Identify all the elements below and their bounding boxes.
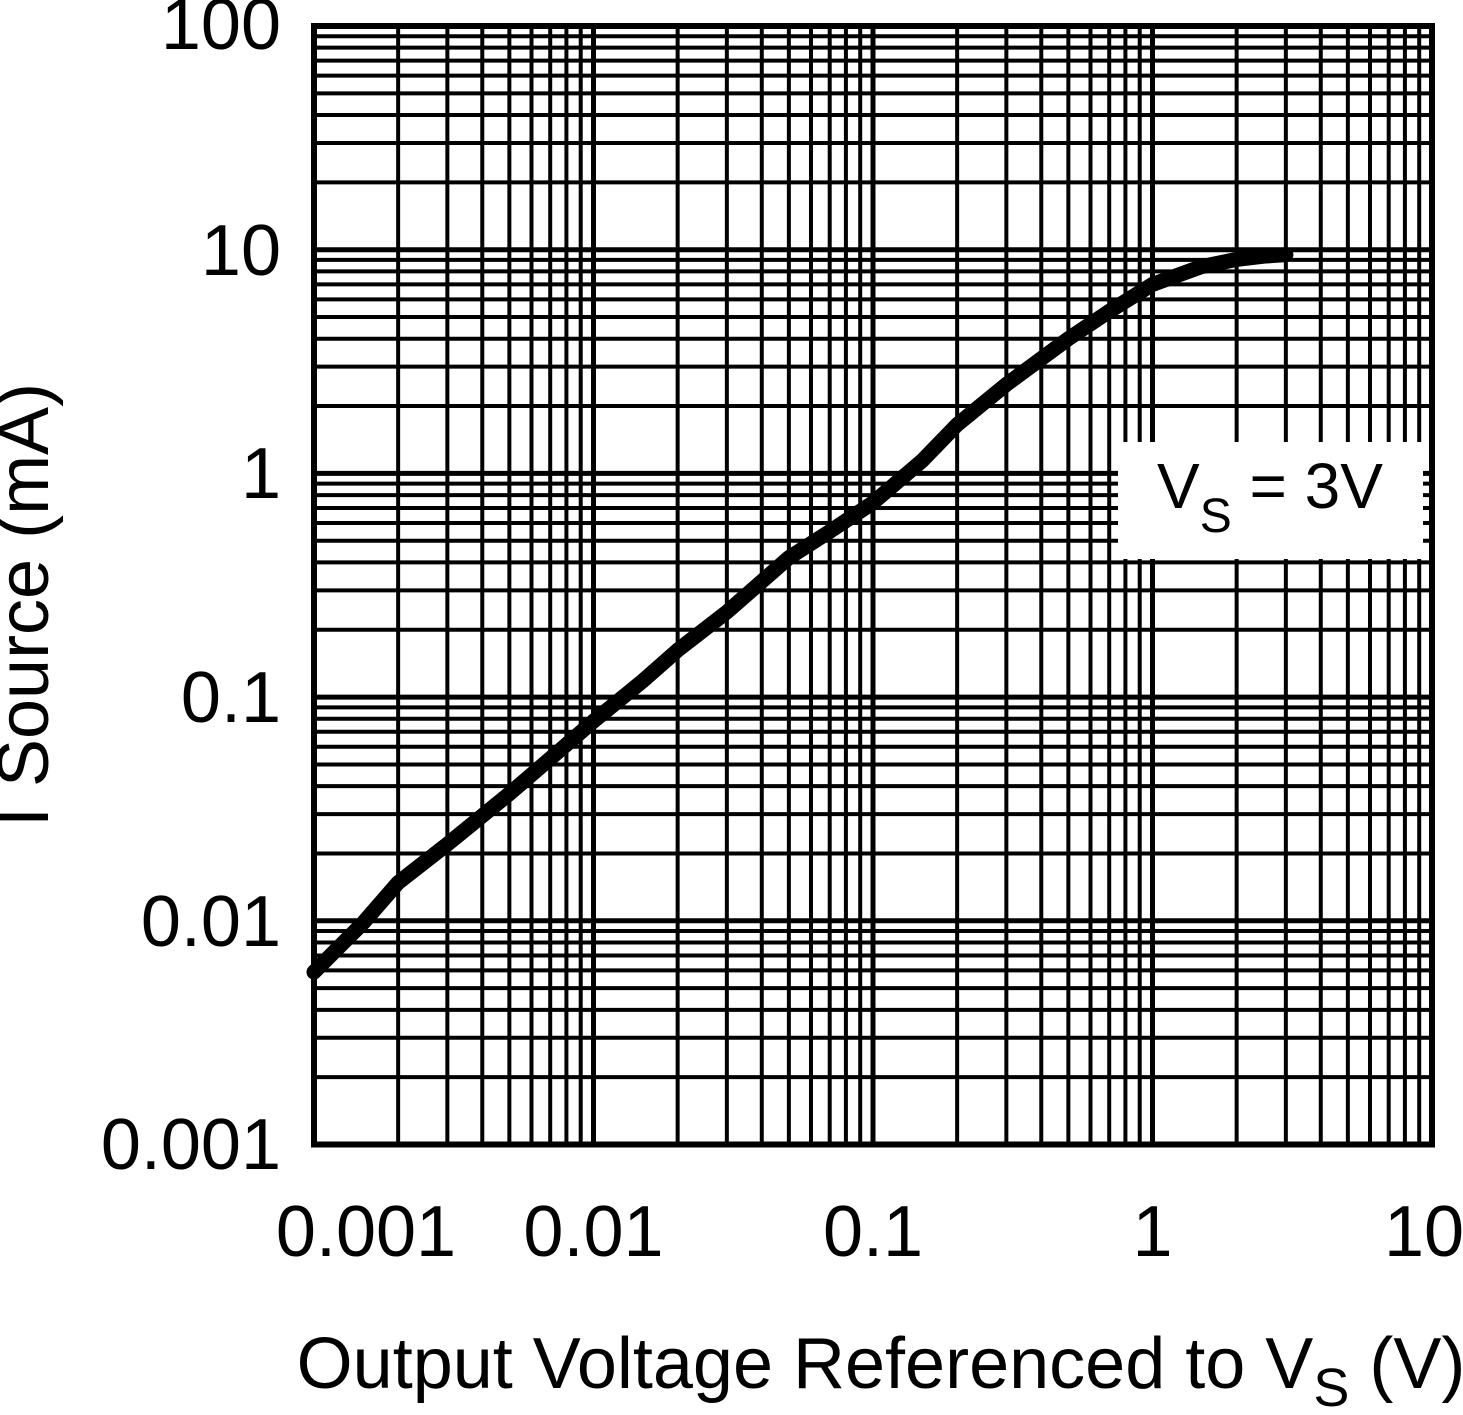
y-tick-label-10: 10	[201, 211, 281, 291]
x-tick-label-0.001: 0.001	[276, 1192, 456, 1272]
plot-frame	[311, 23, 1435, 1148]
annotation-subscript: S	[1200, 490, 1232, 543]
curve-group	[306, 247, 1294, 980]
y-tick-label-0.01: 0.01	[141, 882, 281, 962]
y-tick-label-0.1: 0.1	[181, 658, 281, 738]
x-axis-title-subscript: S	[1313, 1358, 1349, 1415]
y-tick-label-0.001: 0.001	[101, 1105, 281, 1185]
x-tick-label-0.01: 0.01	[523, 1192, 663, 1272]
y-tick-label-100: 100	[161, 0, 281, 65]
curve-isource-vs3v	[306, 247, 1294, 980]
annotation-text: VS = 3V	[1157, 450, 1383, 543]
x-tick-label-1: 1	[1132, 1192, 1172, 1272]
y-axis-title: I Source (mA)	[0, 383, 64, 827]
x-tick-label-0.1: 0.1	[823, 1192, 923, 1272]
annotation-value: = 3V	[1232, 450, 1384, 522]
annotation-v: V	[1157, 450, 1200, 522]
x-axis-title: Output Voltage Referenced to VS (V)	[297, 1324, 1463, 1415]
x-axis-title-unit: (V)	[1349, 1324, 1463, 1404]
x-axis-title-main: Output Voltage Referenced to V	[297, 1324, 1314, 1404]
annotation-box	[1118, 442, 1423, 559]
log-grid	[314, 26, 1432, 1145]
y-tick-label-1: 1	[241, 434, 281, 514]
x-tick-label-10: 10	[1384, 1192, 1463, 1272]
